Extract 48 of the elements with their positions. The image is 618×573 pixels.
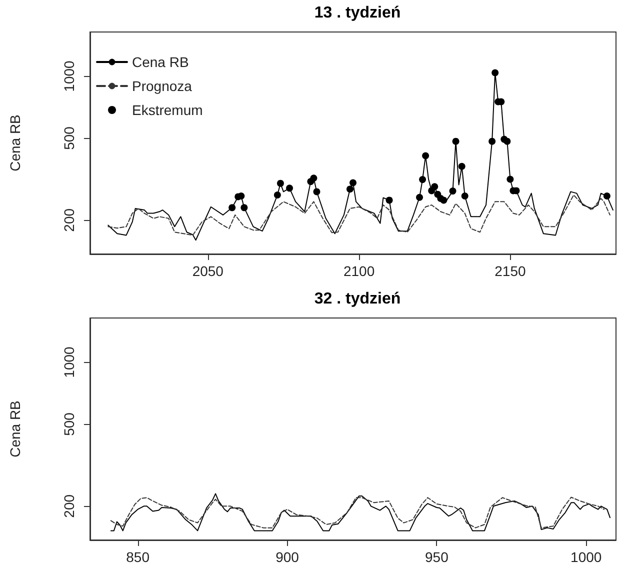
point (452, 138, 460, 145)
point (440, 196, 448, 204)
chart-title: 13 . tydzień (314, 4, 401, 22)
y-tick-label: 200 (61, 208, 77, 232)
point (461, 192, 468, 200)
legend-label: Ekstremum (132, 102, 203, 118)
point (506, 176, 514, 183)
point (603, 192, 610, 200)
point (416, 194, 424, 201)
point (310, 174, 318, 182)
line-series (110, 496, 605, 528)
y-tick-label: 1000 (61, 60, 77, 92)
x-tick-label: 950 (425, 549, 449, 565)
x-tick-label: 2050 (192, 263, 224, 279)
point (386, 196, 393, 204)
line-series (108, 194, 610, 236)
point (492, 69, 499, 76)
y-tick-label: 500 (61, 412, 77, 436)
y-tick-label: 500 (61, 126, 77, 150)
point (504, 138, 511, 145)
point (276, 180, 284, 187)
point (350, 179, 356, 186)
y-axis-title: Cena RB (7, 400, 23, 458)
y-axis-title: Cena RB (7, 114, 23, 172)
x-tick-label: 850 (126, 549, 150, 565)
point (431, 183, 438, 190)
point (286, 184, 294, 192)
point (488, 138, 496, 145)
point (458, 162, 466, 170)
point (313, 188, 320, 196)
point (346, 186, 354, 193)
y-tick-label: 200 (61, 494, 77, 518)
y-tick-label: 1000 (61, 346, 77, 378)
legend-label: Cena RB (132, 54, 189, 70)
point (449, 188, 456, 195)
point (228, 204, 236, 212)
line-series (110, 493, 611, 532)
x-tick-label: 2150 (494, 263, 526, 279)
x-tick-label: 1000 (570, 549, 602, 565)
x-tick-label: 2100 (343, 263, 375, 279)
x-tick-label: 900 (276, 549, 300, 565)
point (422, 152, 430, 160)
point (274, 192, 281, 198)
point (419, 176, 426, 184)
point (238, 192, 245, 200)
point (240, 204, 248, 212)
legend-label: Prognoza (132, 78, 192, 94)
chart-title: 32 . tydzień (314, 290, 401, 308)
